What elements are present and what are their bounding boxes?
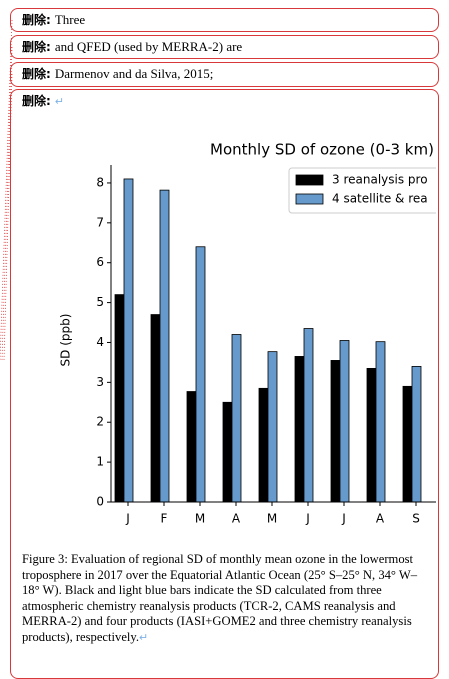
bar [115, 295, 124, 502]
x-tick-label: A [376, 512, 385, 526]
chart-area: Monthly SD of ozone (0-3 km) SD (ppb) 0 1… [59, 141, 449, 526]
bar [223, 402, 232, 502]
bar [304, 329, 313, 502]
chart-title: Monthly SD of ozone (0-3 km) [210, 141, 434, 159]
x-tick-label: F [161, 512, 168, 526]
bar [340, 340, 349, 502]
legend-label: 3 reanalysis pro [332, 173, 428, 187]
bar [160, 190, 169, 502]
x-tick-label: M [195, 512, 205, 526]
y-tick-label: 3 [96, 375, 104, 389]
bar [187, 392, 196, 502]
bar [268, 352, 277, 502]
y-axis-label: SD (ppb) [59, 314, 73, 367]
bar [331, 360, 340, 502]
y-tick-label: 5 [96, 295, 104, 309]
bar [124, 179, 133, 502]
bar [376, 342, 385, 502]
paragraph-mark [139, 630, 148, 644]
x-tick-label: S [412, 512, 420, 526]
y-tick-label: 2 [96, 415, 104, 429]
legend-label: 4 satellite & rea [332, 192, 428, 206]
bar [232, 334, 241, 502]
bar [295, 356, 304, 502]
bar [403, 386, 412, 502]
legend-swatch [296, 175, 323, 185]
x-tick-label: M [267, 512, 277, 526]
x-tick-label: J [305, 512, 310, 526]
y-tick-label: 0 [96, 495, 104, 509]
bar [151, 315, 160, 502]
y-tick-label: 7 [96, 215, 104, 229]
bar [196, 247, 205, 502]
x-tick-label: J [125, 512, 130, 526]
chart: Monthly SD of ozone (0-3 km) SD (ppb) 0 1… [0, 0, 449, 545]
legend-swatch [296, 194, 323, 204]
y-tick-label: 8 [96, 175, 104, 189]
caption-text: Figure 3: Evaluation of regional SD of m… [22, 552, 417, 644]
x-tick-label: A [232, 512, 241, 526]
bar [367, 368, 376, 502]
y-tick-label: 1 [96, 455, 104, 469]
figure-caption: Figure 3: Evaluation of regional SD of m… [22, 552, 434, 647]
y-tick-label: 6 [96, 255, 104, 269]
bar [412, 366, 421, 502]
y-tick-label: 4 [96, 335, 104, 349]
bar [259, 388, 268, 502]
x-tick-label: J [341, 512, 346, 526]
